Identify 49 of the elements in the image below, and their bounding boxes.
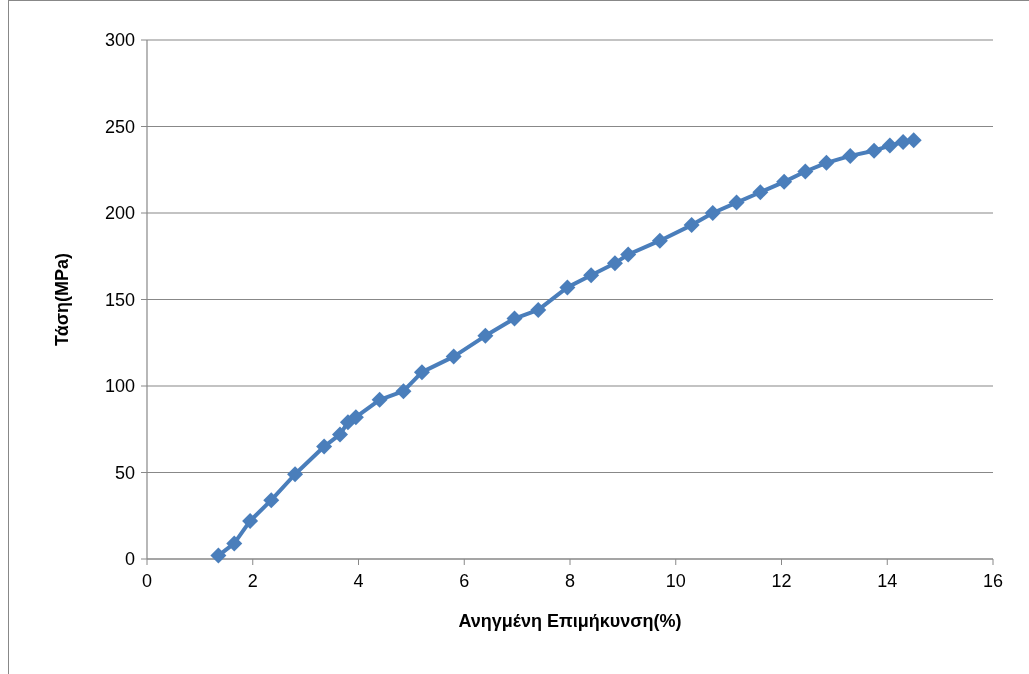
point	[752, 184, 769, 201]
point	[331, 426, 348, 443]
point	[210, 547, 227, 564]
point	[347, 409, 364, 426]
point	[620, 246, 637, 263]
point	[683, 217, 700, 234]
point	[506, 310, 523, 327]
point	[583, 267, 600, 284]
x-tick-label: 14	[877, 571, 898, 591]
x-tick-label: 8	[564, 571, 576, 591]
point	[371, 391, 388, 408]
x-tick-label: 12	[771, 571, 792, 591]
point	[287, 466, 304, 483]
point	[263, 492, 280, 509]
y-tick-label: 300	[104, 30, 135, 51]
x-tick-label: 2	[247, 571, 258, 591]
point	[905, 132, 922, 149]
point	[797, 163, 814, 180]
y-tick-label: 150	[104, 289, 135, 310]
point	[477, 327, 494, 344]
y-tick-label: 200	[104, 203, 135, 224]
x-tick-label: 16	[982, 571, 1004, 591]
point	[445, 348, 462, 365]
point	[776, 173, 793, 190]
y-tick-label: 50	[114, 462, 135, 483]
point	[242, 512, 259, 529]
point	[413, 364, 430, 381]
point	[866, 142, 883, 159]
point	[651, 232, 668, 249]
point	[818, 154, 835, 171]
point	[606, 255, 623, 272]
y-tick-label: 100	[104, 376, 135, 397]
y-axis-title: Τάση(MPa)	[52, 252, 72, 347]
point	[559, 279, 576, 296]
x-tick-label: 0	[141, 571, 153, 591]
point	[316, 438, 333, 455]
y-tick-label: 250	[104, 116, 135, 137]
point	[842, 147, 859, 164]
x-tick-label: 10	[665, 571, 686, 591]
point	[395, 383, 412, 400]
y-tick-label: 0	[124, 549, 135, 570]
x-axis-title: Ανηγμένη Επιμήκυνση(%)	[458, 611, 682, 631]
point	[704, 205, 721, 221]
point	[728, 194, 745, 211]
point	[881, 137, 898, 154]
x-tick-label: 6	[459, 571, 470, 591]
point	[226, 535, 243, 552]
x-tick-label: 4	[353, 571, 364, 591]
point	[530, 301, 547, 318]
